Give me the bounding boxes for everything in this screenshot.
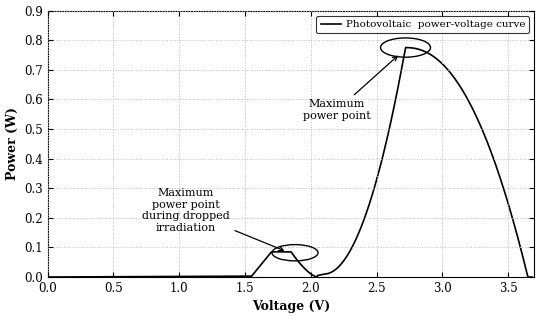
- Photovoltaic  power-voltage curve: [426, 52, 433, 56]
- Photovoltaic  power-voltage curve: [515, 236, 521, 240]
- Photovoltaic  power-voltage curve: [402, 46, 409, 49]
- Photovoltaic  power-voltage curve: [280, 250, 286, 254]
- Text: Maximum
power point
during dropped
irradiation: Maximum power point during dropped irrad…: [142, 188, 284, 251]
- Line: Photovoltaic  power-voltage curve: Photovoltaic power-voltage curve: [48, 48, 532, 277]
- Photovoltaic  power-voltage curve: [267, 251, 274, 255]
- Legend: Photovoltaic  power-voltage curve: Photovoltaic power-voltage curve: [316, 16, 529, 33]
- Photovoltaic  power-voltage curve: [69, 275, 76, 279]
- Photovoltaic  power-voltage curve: [515, 235, 521, 239]
- X-axis label: Voltage (V): Voltage (V): [252, 300, 330, 314]
- Text: Maximum
power point: Maximum power point: [303, 56, 397, 121]
- Y-axis label: Power (W): Power (W): [5, 107, 18, 180]
- Photovoltaic  power-voltage curve: [529, 275, 535, 279]
- Photovoltaic  power-voltage curve: [44, 275, 51, 279]
